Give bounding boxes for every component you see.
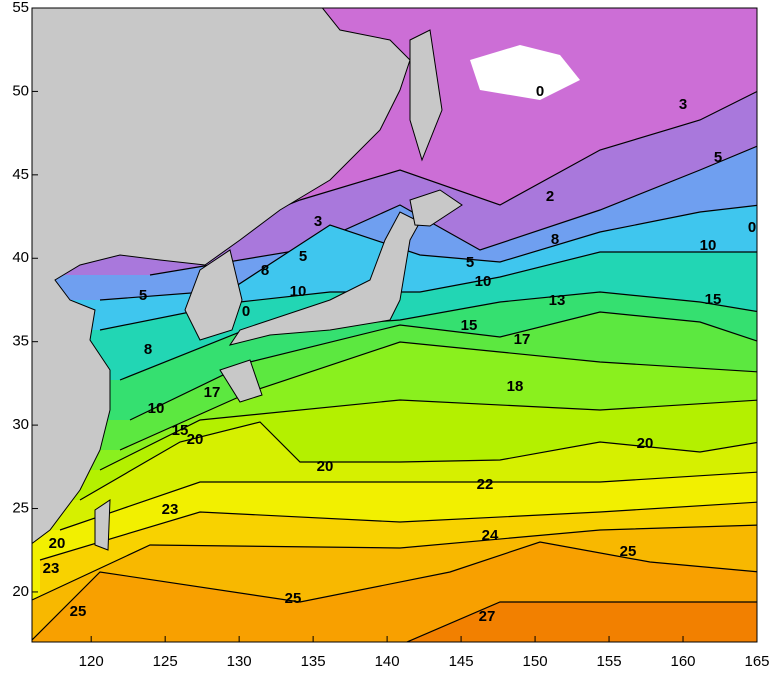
contour-label: 15 (461, 317, 478, 334)
land (409, 29, 443, 162)
x-tick-label: 145 (449, 653, 474, 670)
contour-label: 25 (70, 603, 87, 620)
x-tick-label: 135 (301, 653, 326, 670)
y-tick-label: 20 (12, 583, 29, 600)
contour-label: 15 (705, 291, 722, 308)
contour-label: 5 (299, 248, 307, 265)
contour-label: 10 (475, 273, 492, 290)
contour-label: 8 (551, 231, 559, 248)
contour-label: 10 (148, 400, 165, 417)
contour-line (99, 399, 757, 471)
land (219, 359, 263, 403)
land (228, 211, 421, 346)
contour-label: 0 (242, 303, 250, 320)
y-tick-label: 25 (12, 499, 29, 516)
contour-label: 20 (317, 458, 334, 475)
land (184, 249, 243, 341)
x-tick-label: 140 (375, 653, 400, 670)
contour-label: 17 (514, 331, 531, 348)
contour-line (79, 421, 757, 501)
contour-line (405, 601, 757, 642)
contour-label: 5 (139, 287, 147, 304)
contour-label: 2 (546, 188, 554, 205)
ice-patch (470, 45, 580, 100)
contour-label: 10 (700, 237, 717, 254)
x-tick-label: 130 (227, 653, 252, 670)
contour-label: 5 (466, 254, 474, 271)
band (406, 602, 757, 642)
contour-label: 22 (477, 476, 494, 493)
y-tick-label: 45 (12, 166, 29, 183)
x-tick-label: 150 (523, 653, 548, 670)
land (409, 189, 463, 227)
contour-label: 23 (162, 501, 179, 518)
x-tick-label: 155 (597, 653, 622, 670)
y-tick-label: 35 (12, 333, 29, 350)
map-frame (31, 7, 758, 643)
contour-label: 0 (748, 219, 756, 236)
contour-label: 5 (714, 149, 722, 166)
contour-line (99, 204, 757, 301)
contour-line (59, 471, 757, 531)
contour-label: 18 (507, 378, 524, 395)
contour-label: 23 (43, 560, 60, 577)
contour-label: 10 (290, 283, 307, 300)
contour-label: 25 (285, 590, 302, 607)
contour-line (32, 541, 757, 641)
contour-label: 8 (144, 341, 152, 358)
contour-label: 8 (261, 262, 269, 279)
land (94, 499, 111, 551)
contour-line (39, 501, 757, 561)
x-tick-label: 165 (744, 653, 769, 670)
contour-label: 15 (172, 422, 189, 439)
x-tick-label: 125 (153, 653, 178, 670)
contour-label: 17 (204, 384, 221, 401)
contour-line (32, 524, 757, 601)
contour-label: 20 (637, 435, 654, 452)
x-tick-label: 160 (671, 653, 696, 670)
contour-label: 20 (49, 535, 66, 552)
contour-line (199, 90, 757, 241)
contour-line (119, 341, 757, 451)
contour-label: 25 (620, 543, 637, 560)
y-tick-label: 55 (12, 0, 29, 16)
y-tick-label: 30 (12, 416, 29, 433)
y-tick-label: 40 (12, 249, 29, 266)
contour-label: 13 (549, 292, 566, 309)
contour-line (99, 251, 757, 331)
contour-label: 3 (679, 96, 687, 113)
y-tick-label: 50 (12, 82, 29, 99)
x-tick-label: 120 (79, 653, 104, 670)
contour-label: 24 (482, 527, 499, 544)
contour-label: 0 (536, 83, 544, 100)
contour-label: 27 (479, 608, 496, 625)
contour-label: 20 (187, 431, 204, 448)
contour-label: 3 (314, 213, 322, 230)
